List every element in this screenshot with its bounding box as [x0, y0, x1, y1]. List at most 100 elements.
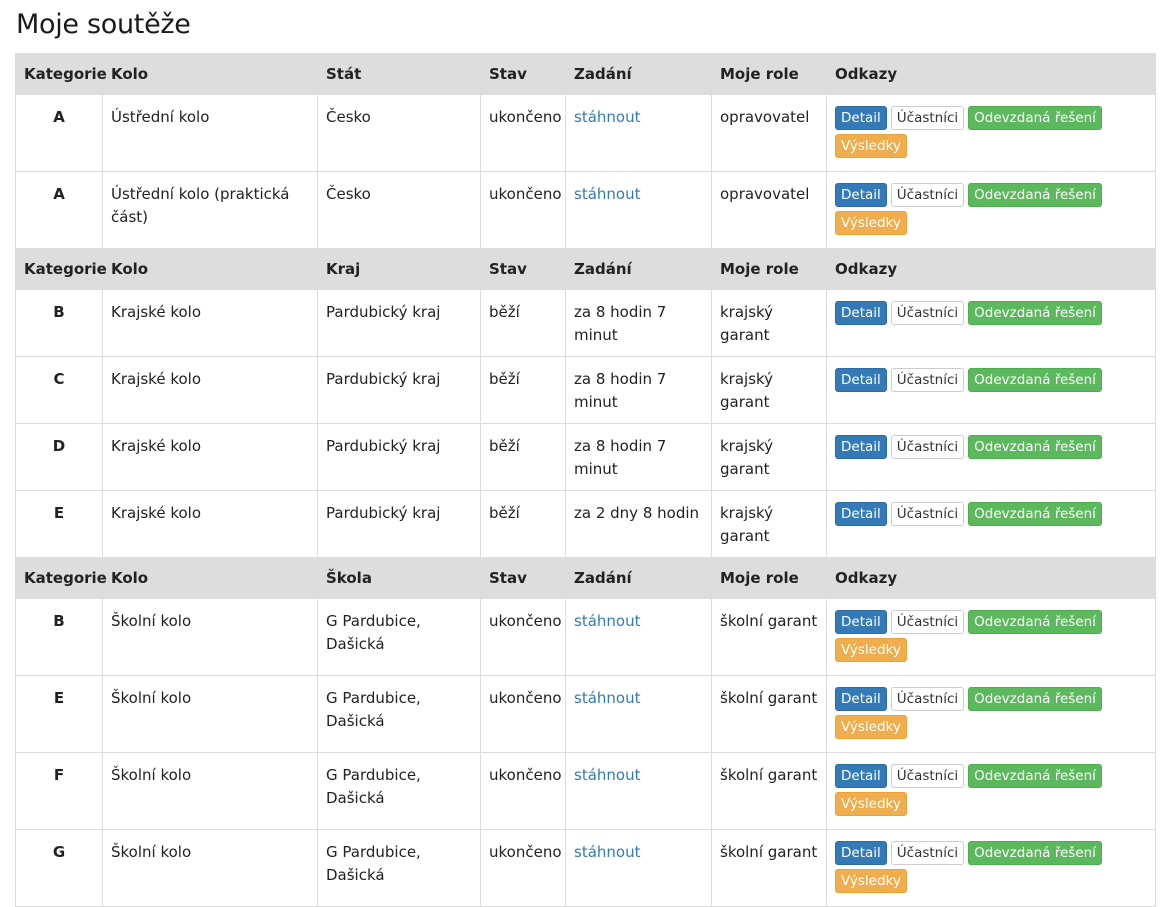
table-row: G Školní kolo G Pardubice, Dašická ukončeno…: [15, 829, 1156, 907]
cell-misto: G Pardubice, Dašická: [317, 752, 481, 830]
column-header-stav: Stav: [480, 248, 566, 290]
cell-kolo: Ústřední kolo (praktická část): [102, 171, 318, 249]
cell-kategorie: F: [15, 752, 103, 830]
vysledky-button[interactable]: Výsledky: [835, 869, 907, 893]
table-row: F Školní kolo G Pardubice, Dašická ukončeno…: [15, 752, 1156, 830]
detail-button[interactable]: Detail: [835, 841, 887, 865]
cell-stav: ukončeno: [480, 171, 566, 249]
page-title: Moje soutěže: [16, 9, 191, 40]
cell-misto: G Pardubice, Dašická: [317, 598, 481, 676]
odevzdana-reseni-button[interactable]: Odevzdaná řešení: [968, 301, 1102, 325]
download-link[interactable]: stáhnout: [574, 843, 641, 861]
column-header-misto: Stát: [317, 53, 481, 95]
detail-button[interactable]: Detail: [835, 301, 887, 325]
odevzdana-reseni-button[interactable]: Odevzdaná řešení: [968, 502, 1102, 526]
odevzdana-reseni-button[interactable]: Odevzdaná řešení: [968, 841, 1102, 865]
cell-kolo: Školní kolo: [102, 598, 318, 676]
cell-misto: Česko: [317, 171, 481, 249]
download-link[interactable]: stáhnout: [574, 108, 641, 126]
cell-odkazy: Detail Účastníci Odevzdaná řešení Výsledky: [826, 675, 1156, 753]
odevzdana-reseni-button[interactable]: Odevzdaná řešení: [968, 183, 1102, 207]
detail-button[interactable]: Detail: [835, 368, 887, 392]
download-link[interactable]: stáhnout: [574, 766, 641, 784]
column-header-kolo: Kolo: [102, 53, 318, 95]
cell-kolo: Krajské kolo: [102, 490, 318, 558]
link-buttons: Detail Účastníci Odevzdaná řešení: [835, 502, 1147, 530]
cell-odkazy: Detail Účastníci Odevzdaná řešení: [826, 289, 1156, 357]
ucastnici-button[interactable]: Účastníci: [890, 435, 965, 459]
cell-misto: Pardubický kraj: [317, 423, 481, 491]
ucastnici-button[interactable]: Účastníci: [890, 106, 965, 130]
cell-odkazy: Detail Účastníci Odevzdaná řešení Výsledky: [826, 598, 1156, 676]
table-row: B Školní kolo G Pardubice, Dašická ukončeno…: [15, 598, 1156, 676]
download-link[interactable]: stáhnout: [574, 612, 641, 630]
column-header-zadani: Zadání: [565, 248, 712, 290]
cell-kolo: Školní kolo: [102, 829, 318, 907]
column-header-zadani: Zadání: [565, 53, 712, 95]
column-header-kategorie: Kategorie: [15, 53, 107, 95]
ucastnici-button[interactable]: Účastníci: [890, 687, 965, 711]
ucastnici-button[interactable]: Účastníci: [890, 841, 965, 865]
cell-kategorie: D: [15, 423, 103, 491]
cell-odkazy: Detail Účastníci Odevzdaná řešení Výsledky: [826, 829, 1156, 907]
odevzdana-reseni-button[interactable]: Odevzdaná řešení: [968, 106, 1102, 130]
column-header-kolo: Kolo: [102, 557, 318, 599]
cell-role: školní garant: [711, 675, 827, 753]
column-header-odkazy: Odkazy: [826, 53, 1156, 95]
vysledky-button[interactable]: Výsledky: [835, 134, 907, 158]
cell-zadani: stáhnout: [565, 752, 712, 830]
download-link[interactable]: stáhnout: [574, 185, 641, 203]
detail-button[interactable]: Detail: [835, 687, 887, 711]
cell-role: opravovatel: [711, 171, 827, 249]
detail-button[interactable]: Detail: [835, 435, 887, 459]
vysledky-button[interactable]: Výsledky: [835, 792, 907, 816]
link-buttons: Detail Účastníci Odevzdaná řešení Výsledky: [835, 841, 1147, 897]
detail-button[interactable]: Detail: [835, 106, 887, 130]
cell-zadani: stáhnout: [565, 94, 712, 172]
ucastnici-button[interactable]: Účastníci: [890, 368, 965, 392]
cell-role: opravovatel: [711, 94, 827, 172]
table-header-row: Kategorie Kolo Stát Stav Zadání Moje role Odka…: [15, 53, 1156, 95]
cell-odkazy: Detail Účastníci Odevzdaná řešení Výsledky: [826, 171, 1156, 249]
detail-button[interactable]: Detail: [835, 764, 887, 788]
vysledky-button[interactable]: Výsledky: [835, 638, 907, 662]
cell-stav: ukončeno: [480, 598, 566, 676]
ucastnici-button[interactable]: Účastníci: [890, 502, 965, 526]
cell-kolo: Školní kolo: [102, 752, 318, 830]
column-header-role: Moje role: [711, 557, 827, 599]
cell-odkazy: Detail Účastníci Odevzdaná řešení Výsledky: [826, 752, 1156, 830]
ucastnici-button[interactable]: Účastníci: [890, 610, 965, 634]
detail-button[interactable]: Detail: [835, 610, 887, 634]
vysledky-button[interactable]: Výsledky: [835, 715, 907, 739]
cell-role: krajský garant: [711, 490, 827, 558]
table-row: D Krajské kolo Pardubický kraj běží za 8 hod…: [15, 423, 1156, 491]
table-header-row: Kategorie Kolo Kraj Stav Zadání Moje role Odka…: [15, 248, 1156, 290]
vysledky-button[interactable]: Výsledky: [835, 211, 907, 235]
cell-misto: G Pardubice, Dašická: [317, 829, 481, 907]
cell-stav: běží: [480, 356, 566, 424]
ucastnici-button[interactable]: Účastníci: [890, 764, 965, 788]
ucastnici-button[interactable]: Účastníci: [890, 183, 965, 207]
cell-misto: Pardubický kraj: [317, 289, 481, 357]
ucastnici-button[interactable]: Účastníci: [890, 301, 965, 325]
odevzdana-reseni-button[interactable]: Odevzdaná řešení: [968, 435, 1102, 459]
odevzdana-reseni-button[interactable]: Odevzdaná řešení: [968, 764, 1102, 788]
column-header-role: Moje role: [711, 53, 827, 95]
detail-button[interactable]: Detail: [835, 502, 887, 526]
cell-stav: ukončeno: [480, 675, 566, 753]
detail-button[interactable]: Detail: [835, 183, 887, 207]
column-header-misto: Škola: [317, 557, 481, 599]
cell-odkazy: Detail Účastníci Odevzdaná řešení: [826, 490, 1156, 558]
cell-odkazy: Detail Účastníci Odevzdaná řešení: [826, 423, 1156, 491]
cell-stav: běží: [480, 490, 566, 558]
column-header-stav: Stav: [480, 53, 566, 95]
column-header-misto: Kraj: [317, 248, 481, 290]
cell-zadani: za 8 hodin 7 minut: [565, 423, 712, 491]
cell-role: krajský garant: [711, 423, 827, 491]
column-header-stav: Stav: [480, 557, 566, 599]
odevzdana-reseni-button[interactable]: Odevzdaná řešení: [968, 368, 1102, 392]
odevzdana-reseni-button[interactable]: Odevzdaná řešení: [968, 687, 1102, 711]
download-link[interactable]: stáhnout: [574, 689, 641, 707]
odevzdana-reseni-button[interactable]: Odevzdaná řešení: [968, 610, 1102, 634]
cell-kategorie: C: [15, 356, 103, 424]
